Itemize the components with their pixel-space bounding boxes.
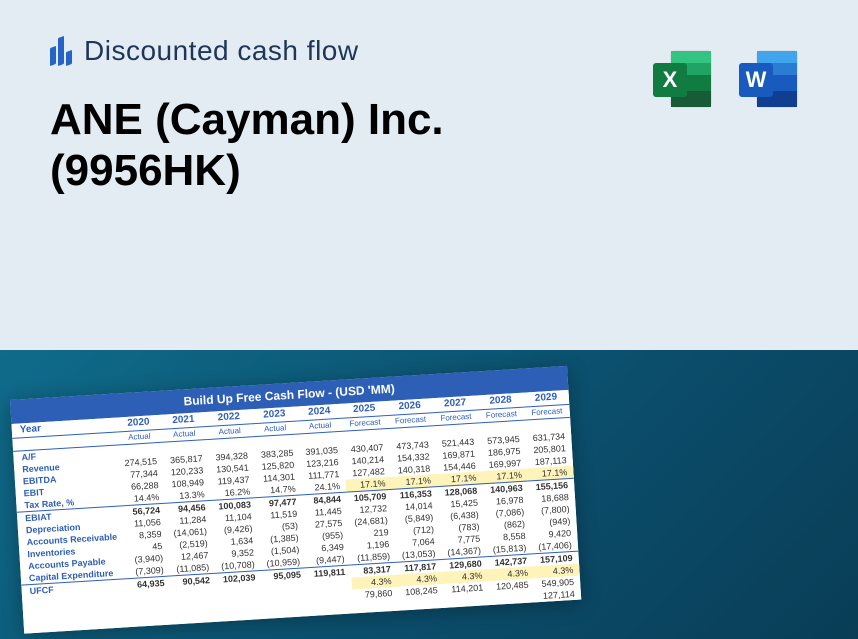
table-cell: 127,114	[535, 588, 581, 603]
table-cell	[353, 599, 399, 614]
dcf-logo-icon	[50, 37, 72, 65]
excel-icon: X	[649, 45, 717, 113]
table-cell	[444, 593, 490, 608]
company-name-line2: (9956HK)	[50, 146, 241, 195]
table-cell	[263, 604, 309, 619]
file-icons-group: X W	[649, 45, 803, 113]
table-cell	[128, 612, 173, 627]
cashflow-table: Year202020212022202320242025202620272028…	[11, 390, 581, 634]
table-cell	[309, 601, 354, 616]
logo-text: Discounted cash flow	[84, 35, 359, 67]
table-cell	[218, 607, 264, 622]
table-cell	[490, 590, 536, 605]
table-cell	[172, 610, 218, 625]
table-cell	[399, 596, 445, 611]
company-name-line1: ANE (Cayman) Inc.	[50, 95, 444, 144]
cashflow-table-wrapper: Build Up Free Cash Flow - (USD 'MM) Year…	[10, 366, 581, 634]
svg-text:W: W	[746, 67, 767, 92]
word-icon: W	[735, 45, 803, 113]
header-section: Discounted cash flow ANE (Cayman) Inc. (…	[0, 0, 858, 350]
table-section: Build Up Free Cash Flow - (USD 'MM) Year…	[0, 350, 858, 639]
svg-text:X: X	[663, 67, 678, 92]
